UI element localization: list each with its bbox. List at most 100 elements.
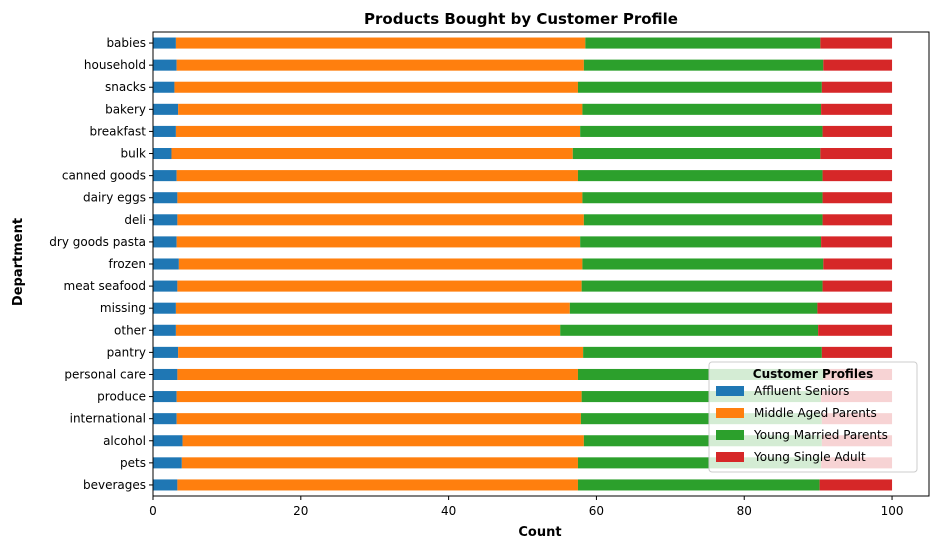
bar-segment (820, 37, 893, 49)
bar-segment (153, 479, 178, 491)
y-tick-label: beverages (83, 478, 146, 492)
bar-segment (583, 59, 824, 71)
bar-segment (821, 346, 893, 358)
x-tick-label: 20 (293, 504, 308, 518)
legend-entry-label: Affluent Seniors (754, 384, 849, 398)
y-tick-label: dry goods pasta (49, 235, 146, 249)
bar-segment (153, 192, 178, 204)
legend-swatch (716, 408, 744, 418)
bar-segment (821, 103, 893, 115)
legend-entry-label: Young Married Parents (753, 428, 888, 442)
bar-segment (176, 170, 578, 182)
bar-segment (153, 280, 178, 292)
bar-segment (176, 413, 581, 425)
y-tick-label: other (114, 323, 146, 337)
bar-segment (178, 103, 583, 115)
y-tick-label: bakery (105, 102, 146, 116)
legend-box (708, 361, 918, 473)
legend-entry-label: Middle Aged Parents (754, 406, 877, 420)
bar-segment (572, 148, 821, 160)
y-tick-label: canned goods (62, 169, 146, 183)
bar-segment (177, 214, 584, 226)
y-tick-label: bulk (120, 147, 146, 161)
bar-segment (153, 214, 178, 226)
bar-segment (153, 125, 176, 137)
bar-segment (182, 435, 584, 447)
bar-segment (153, 435, 183, 447)
bar-segment (153, 59, 177, 71)
x-tick-label: 80 (737, 504, 752, 518)
x-tick-label: 60 (589, 504, 604, 518)
legend-title: Customer Profiles (753, 367, 873, 381)
legend-entry-label: Young Single Adult (753, 450, 866, 464)
legend-swatch (716, 430, 744, 440)
y-axis-ticks: babies household snacks bakery breakfast bulk… (49, 36, 153, 492)
bar-segment (174, 81, 578, 93)
bar-segment (175, 37, 586, 49)
y-tick-label: dairy eggs (83, 191, 146, 205)
y-tick-label: international (70, 412, 146, 426)
bar-segment (823, 59, 893, 71)
x-axis-label: Count (518, 525, 561, 540)
y-tick-label: breakfast (89, 124, 146, 138)
x-axis-ticks: 0 20 40 60 80 100 (149, 496, 904, 518)
bar-segment (153, 302, 176, 314)
bar-segment (822, 214, 893, 226)
bar-segment (560, 324, 819, 336)
y-tick-label: deli (124, 213, 146, 227)
bar-segment (177, 192, 583, 204)
bar-segment (153, 81, 175, 93)
bar-segment (577, 457, 822, 469)
bar-segment (580, 413, 822, 425)
bar-segment (583, 214, 823, 226)
bar-segment (153, 368, 178, 380)
bar-segment (580, 125, 823, 137)
bar-segment (577, 170, 823, 182)
bars-layer (153, 37, 893, 491)
bar-segment (582, 192, 823, 204)
y-tick-label: pets (120, 456, 146, 470)
bar-segment (176, 236, 581, 248)
bar-segment (181, 457, 578, 469)
bar-segment (819, 479, 893, 491)
bar-segment (569, 302, 818, 314)
bar-segment (577, 81, 822, 93)
chart-title: Products Bought by Customer Profile (364, 10, 678, 28)
bar-segment (585, 37, 821, 49)
bar-segment (818, 324, 893, 336)
plot-frame (152, 31, 930, 497)
bar-segment (821, 236, 893, 248)
bar-segment (153, 37, 176, 49)
bar-segment (153, 457, 182, 469)
bar-segment (583, 435, 822, 447)
bar-segment (177, 368, 578, 380)
bar-segment (822, 280, 893, 292)
y-tick-label: household (84, 58, 146, 72)
bar-segment (822, 170, 893, 182)
bar-segment (581, 391, 822, 403)
bar-segment (822, 125, 893, 137)
bar-segment (823, 258, 893, 270)
bar-segment (153, 148, 172, 160)
legend-swatch (716, 386, 744, 396)
y-axis-label: Department (11, 218, 26, 306)
bar-segment (153, 346, 179, 358)
bar-segment (175, 324, 561, 336)
bar-segment (153, 236, 177, 248)
bar-segment (177, 280, 582, 292)
bar-segment (153, 413, 177, 425)
bar-segment (577, 479, 820, 491)
legend: Customer Profiles Affluent Seniors Middle… (708, 361, 918, 473)
bar-segment (153, 324, 176, 336)
bar-segment (582, 103, 822, 115)
y-tick-label: pantry (107, 345, 146, 359)
bar-segment (822, 192, 893, 204)
bar-segment (175, 125, 581, 137)
bar-segment (582, 258, 824, 270)
y-tick-label: frozen (108, 257, 146, 271)
bar-segment (176, 59, 584, 71)
bar-segment (153, 170, 177, 182)
y-tick-label: produce (97, 390, 146, 404)
bar-segment (580, 236, 822, 248)
